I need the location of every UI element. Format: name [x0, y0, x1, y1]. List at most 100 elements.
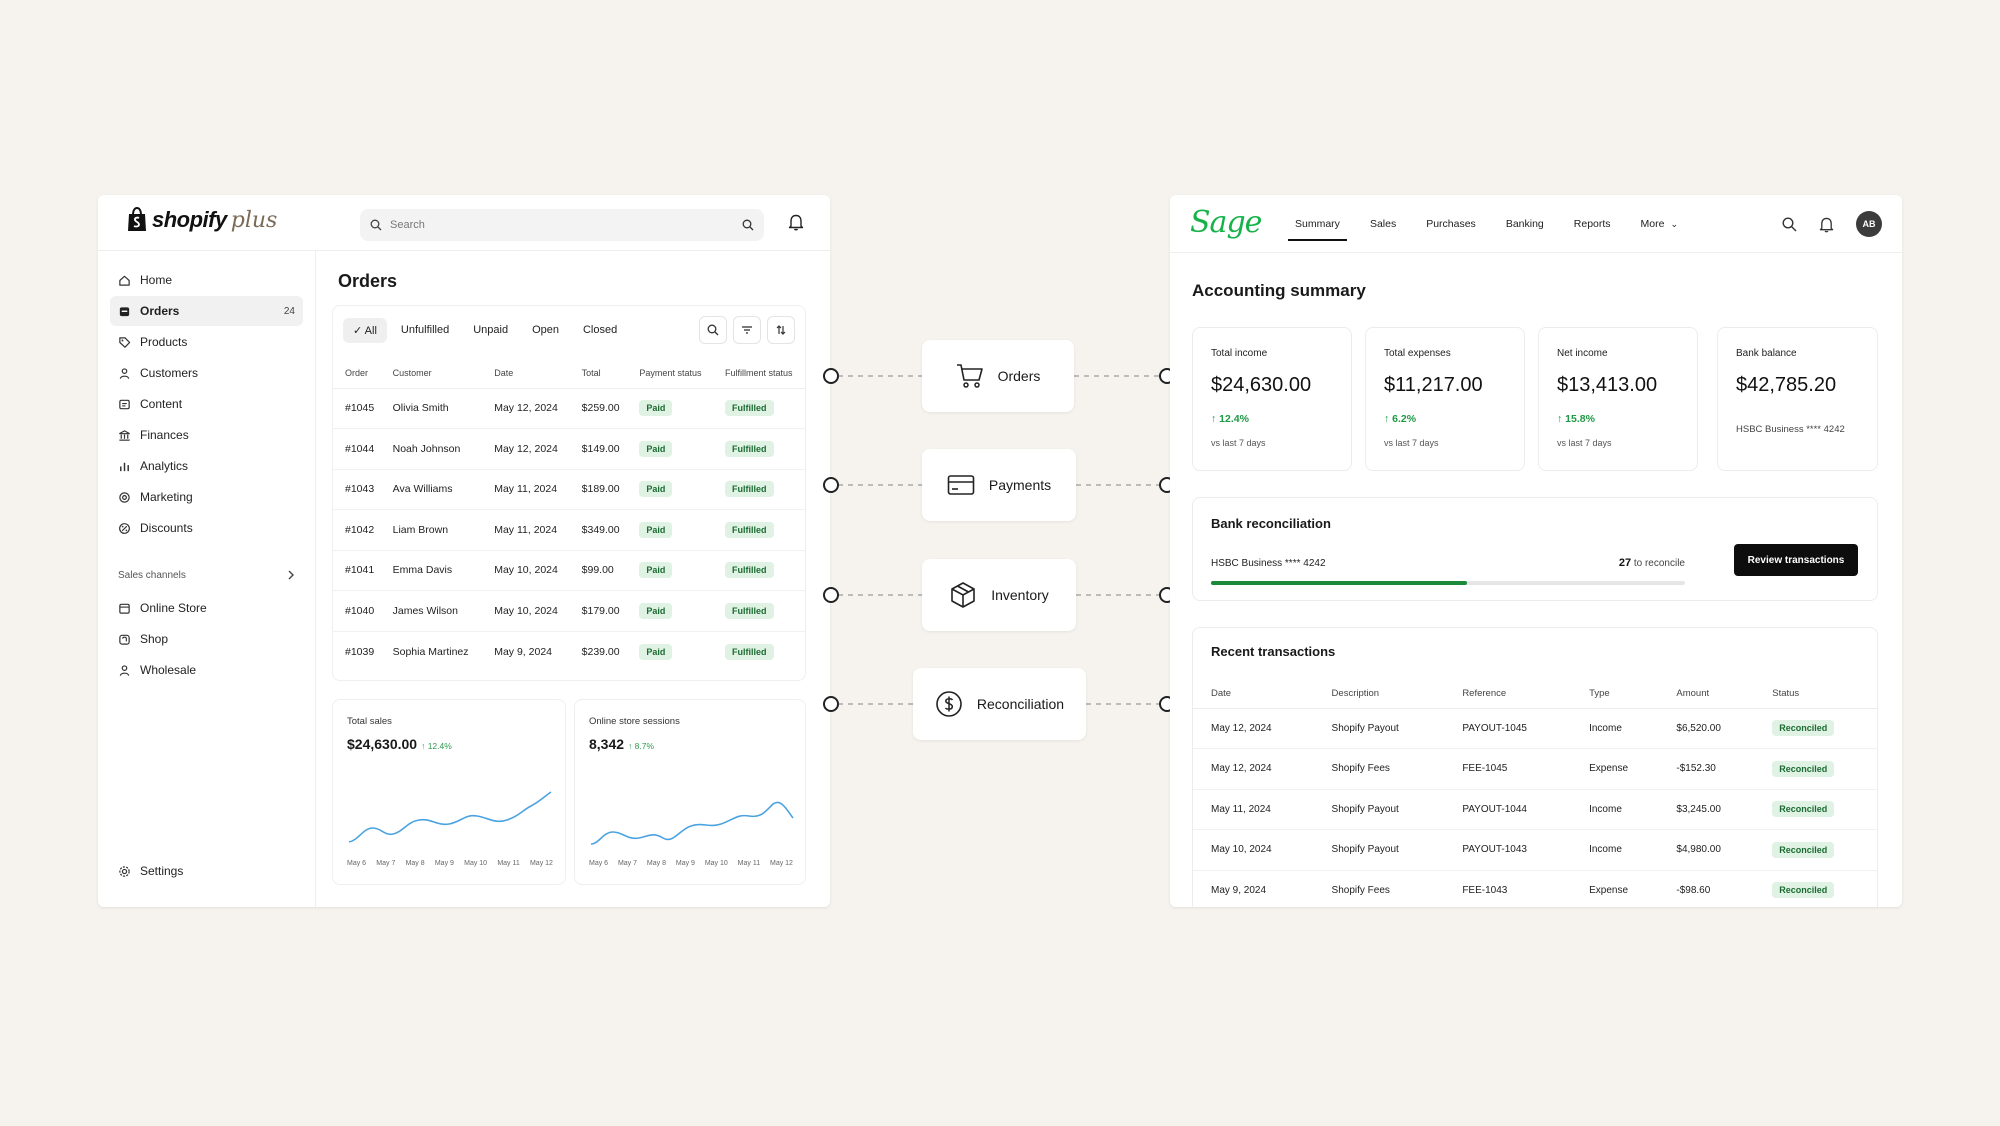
kpi-net-income: Net income $13,413.00 ↑ 15.8% vs last 7 …	[1538, 327, 1698, 471]
table-row[interactable]: May 10, 2024 Shopify Payout PAYOUT-1043 Inc…	[1193, 829, 1877, 871]
connector-orders[interactable]: Orders	[922, 340, 1074, 412]
search-button[interactable]	[699, 316, 727, 344]
column-header[interactable]: Fulfillment status	[713, 358, 805, 389]
status-badge: Reconciled	[1772, 801, 1835, 818]
column-header[interactable]: Amount	[1658, 680, 1755, 709]
shopify-logo[interactable]: shopify plus	[126, 207, 277, 233]
table-row[interactable]: #1043 Ava Williams May 11, 2024 $189.00 Paid…	[333, 469, 805, 510]
column-header[interactable]: Status	[1754, 680, 1877, 709]
sidebar-item-discounts[interactable]: Discounts	[110, 513, 303, 543]
sidebar-item-finances[interactable]: Finances	[110, 420, 303, 450]
sidebar-item-settings[interactable]: Settings	[110, 856, 304, 886]
sidebar-item-marketing[interactable]: Marketing	[110, 482, 303, 512]
tab-all[interactable]: ✓ All	[343, 318, 387, 343]
table-row[interactable]: #1040 James Wilson May 10, 2024 $179.00 Paid…	[333, 590, 805, 632]
nav-more[interactable]: More ⌄	[1626, 195, 1693, 253]
sage-logo[interactable]: Sage	[1190, 205, 1262, 240]
column-header[interactable]: Type	[1571, 680, 1659, 709]
filter-button[interactable]	[733, 316, 761, 344]
tx-description: Shopify Fees	[1313, 870, 1445, 907]
sidebar-item-products[interactable]: Products	[110, 327, 303, 357]
column-header[interactable]: Customer	[380, 358, 483, 389]
tx-description: Shopify Payout	[1313, 708, 1445, 749]
column-header[interactable]: Reference	[1444, 680, 1572, 709]
connector-reconciliation[interactable]: Reconciliation	[913, 668, 1086, 740]
sidebar-item-label: Shop	[140, 632, 169, 646]
table-row[interactable]: #1042 Liam Brown May 11, 2024 $349.00 Paid Fu…	[333, 509, 805, 551]
tab-closed[interactable]: Closed	[582, 324, 618, 336]
nav-reports[interactable]: Reports	[1559, 195, 1626, 253]
table-row[interactable]: #1039 Sophia Martinez May 9, 2024 $239.00 Pa…	[333, 631, 805, 672]
sessions-delta: ↑ 8.7%	[628, 741, 655, 751]
column-header[interactable]: Order	[333, 358, 381, 389]
table-row[interactable]: #1041 Emma Davis May 10, 2024 $99.00 Paid Ful…	[333, 550, 805, 591]
gear-icon	[119, 865, 130, 877]
x-tick-label: May 9	[675, 860, 695, 867]
sage-nav: Summary Sales Purchases Banking Reports More ⌄	[1280, 195, 1693, 253]
avatar[interactable]: AB	[1856, 211, 1882, 237]
bell-icon[interactable]	[788, 213, 804, 231]
sales-channels-label: Sales channels	[118, 569, 186, 581]
sidebar-item-content[interactable]: Content	[110, 389, 303, 419]
column-header[interactable]: Date	[482, 358, 570, 389]
x-tick-label: May 11	[497, 860, 520, 867]
nav-summary[interactable]: Summary	[1280, 195, 1355, 253]
sidebar-item-online-store[interactable]: Online Store	[110, 593, 303, 623]
order-number[interactable]: #1039	[345, 645, 375, 658]
nav-purchases[interactable]: Purchases	[1411, 195, 1491, 253]
connector-inventory[interactable]: Inventory	[922, 559, 1076, 631]
column-header[interactable]: Total	[569, 358, 628, 389]
review-transactions-button[interactable]: Review transactions	[1734, 544, 1858, 576]
table-row[interactable]: #1045 Olivia Smith May 12, 2024 $259.00 Paid…	[333, 388, 805, 429]
sort-button[interactable]	[767, 316, 795, 344]
kpi-delta: ↑ 12.4%	[1211, 413, 1249, 425]
order-number[interactable]: #1041	[333, 550, 381, 591]
column-header[interactable]: Date	[1193, 680, 1314, 709]
sidebar-item-wholesale[interactable]: Wholesale	[110, 655, 303, 685]
tab-unfulfilled[interactable]: Unfulfilled	[400, 324, 450, 336]
column-header[interactable]: Description	[1313, 680, 1445, 709]
payment-status-cell: Paid	[627, 428, 713, 470]
sales-channels-header[interactable]: Sales channels	[98, 563, 315, 587]
order-total: $239.00	[581, 645, 620, 658]
connector-payments[interactable]: Payments	[922, 449, 1076, 521]
sidebar-item-shop[interactable]: Shop	[110, 624, 303, 654]
table-row[interactable]: May 12, 2024 Shopify Fees FEE-1045 Expense -…	[1193, 748, 1877, 790]
tab-unpaid[interactable]: Unpaid	[473, 324, 509, 336]
table-row[interactable]: May 9, 2024 Shopify Fees FEE-1043 Expense -$…	[1193, 870, 1877, 907]
table-row[interactable]: May 12, 2024 Shopify Payout PAYOUT-1045 Inc…	[1193, 708, 1877, 749]
tab-open[interactable]: Open	[532, 324, 559, 336]
order-number[interactable]: #1044	[333, 428, 381, 470]
sidebar-item-home[interactable]: Home	[110, 265, 303, 295]
shop-icon	[119, 634, 130, 645]
order-number[interactable]: #1040	[333, 590, 381, 632]
tx-status-cell: Reconciled	[1754, 708, 1877, 749]
search-input[interactable]: Search	[360, 209, 764, 241]
table-row[interactable]: May 11, 2024 Shopify Payout PAYOUT-1044 Inc…	[1193, 789, 1877, 830]
column-header[interactable]: Payment status	[627, 358, 713, 389]
credit-card-icon	[947, 475, 975, 495]
reconciliation-count: 27 to reconcile	[1618, 557, 1685, 569]
kpi-label: Bank balance	[1736, 348, 1797, 359]
sidebar-item-count: 24	[283, 305, 295, 317]
nav-banking[interactable]: Banking	[1491, 195, 1559, 253]
status-badge: Paid	[639, 400, 673, 417]
person-icon	[119, 367, 130, 379]
search-placeholder: Search	[390, 219, 425, 231]
order-number[interactable]: #1043	[333, 469, 381, 510]
order-customer: James Wilson	[380, 590, 483, 632]
bell-icon[interactable]	[1819, 216, 1834, 233]
x-tick-label: May 10	[464, 860, 488, 867]
sidebar-item-analytics[interactable]: Analytics	[110, 451, 303, 481]
nav-sales[interactable]: Sales	[1355, 195, 1411, 253]
search-icon[interactable]	[742, 219, 754, 231]
sidebar-item-customers[interactable]: Customers	[110, 358, 303, 388]
order-number[interactable]: #1042	[333, 509, 381, 551]
sidebar-item-orders[interactable]: Orders 24	[110, 296, 303, 326]
order-number[interactable]: #1045	[333, 388, 381, 429]
connector-label: Payments	[988, 477, 1052, 493]
search-icon[interactable]	[1782, 216, 1797, 232]
table-row[interactable]: #1044 Noah Johnson May 12, 2024 $149.00 Paid…	[333, 428, 805, 470]
nav-label: More	[1640, 218, 1665, 230]
person-icon	[119, 664, 130, 676]
